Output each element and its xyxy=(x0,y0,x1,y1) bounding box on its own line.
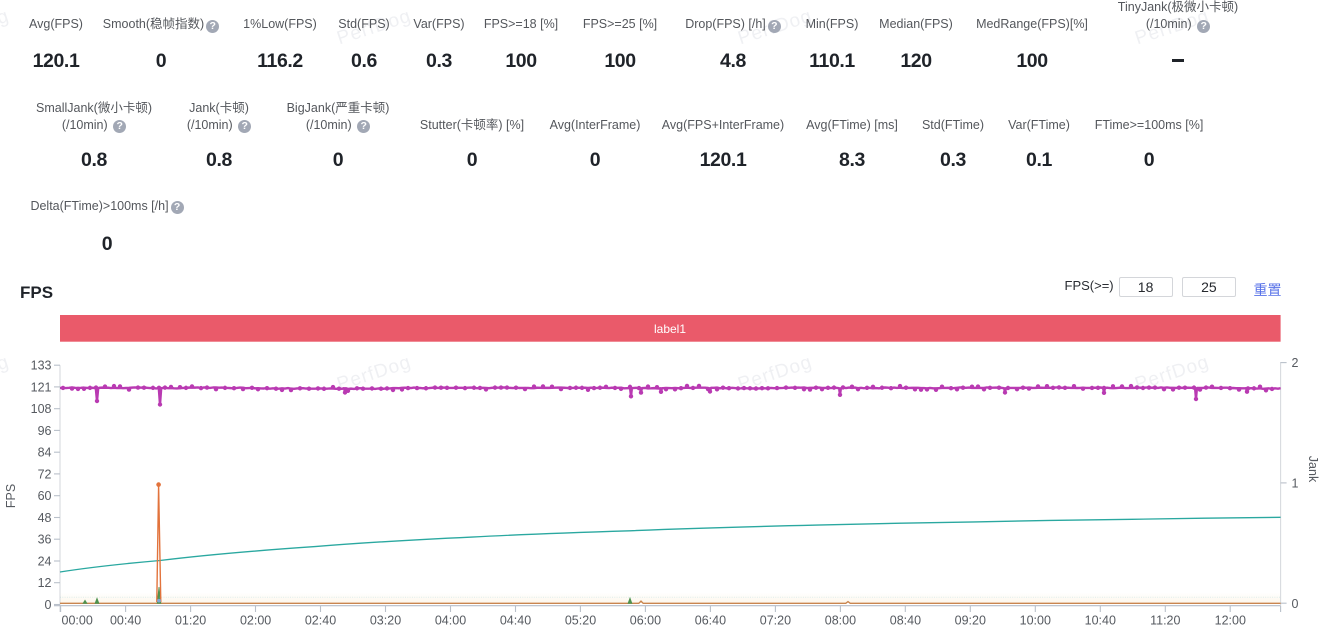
svg-text:10:40: 10:40 xyxy=(1085,614,1116,628)
svg-text:06:40: 06:40 xyxy=(695,614,726,628)
svg-text:12:00: 12:00 xyxy=(1215,614,1246,628)
svg-text:00:40: 00:40 xyxy=(110,614,141,628)
svg-text:09:20: 09:20 xyxy=(955,614,986,628)
svg-text:0: 0 xyxy=(1292,597,1299,611)
svg-text:121: 121 xyxy=(31,380,52,394)
svg-text:60: 60 xyxy=(38,489,52,503)
svg-text:2: 2 xyxy=(1292,356,1299,370)
svg-text:48: 48 xyxy=(38,511,52,525)
svg-text:03:20: 03:20 xyxy=(370,614,401,628)
svg-text:1: 1 xyxy=(1292,477,1299,491)
svg-text:02:40: 02:40 xyxy=(305,614,336,628)
svg-text:06:00: 06:00 xyxy=(630,614,661,628)
svg-text:0: 0 xyxy=(45,598,52,612)
svg-text:84: 84 xyxy=(38,446,52,460)
svg-text:08:00: 08:00 xyxy=(825,614,856,628)
svg-text:07:20: 07:20 xyxy=(760,614,791,628)
svg-text:10:00: 10:00 xyxy=(1020,614,1051,628)
svg-text:Jank: Jank xyxy=(1306,456,1320,483)
svg-text:36: 36 xyxy=(38,533,52,547)
svg-text:PerfDog: PerfDog xyxy=(0,352,12,396)
svg-text:PerfDog: PerfDog xyxy=(0,6,12,50)
svg-text:24: 24 xyxy=(38,554,52,568)
svg-text:11:20: 11:20 xyxy=(1150,614,1180,628)
svg-text:02:00: 02:00 xyxy=(240,614,271,628)
svg-text:12: 12 xyxy=(38,576,52,590)
svg-text:133: 133 xyxy=(31,359,52,373)
svg-text:FPS: FPS xyxy=(4,484,18,508)
svg-text:72: 72 xyxy=(38,467,52,481)
svg-text:01:20: 01:20 xyxy=(175,614,206,628)
svg-text:04:40: 04:40 xyxy=(500,614,531,628)
svg-text:05:20: 05:20 xyxy=(565,614,596,628)
svg-text:04:00: 04:00 xyxy=(435,614,466,628)
svg-text:96: 96 xyxy=(38,424,52,438)
svg-text:00:00: 00:00 xyxy=(62,614,93,628)
svg-text:108: 108 xyxy=(31,402,52,416)
svg-text:label1: label1 xyxy=(654,322,686,336)
svg-text:08:40: 08:40 xyxy=(890,614,921,628)
